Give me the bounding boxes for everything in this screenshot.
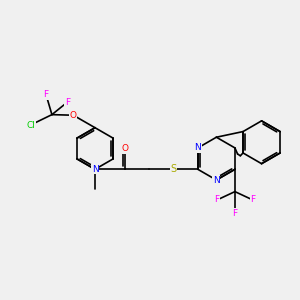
- Text: S: S: [170, 164, 176, 174]
- Text: Cl: Cl: [26, 121, 35, 130]
- Text: O: O: [70, 111, 77, 120]
- Text: N: N: [194, 143, 201, 152]
- Text: F: F: [214, 195, 220, 204]
- Text: N: N: [213, 176, 220, 184]
- Text: N: N: [92, 165, 98, 174]
- Text: F: F: [65, 98, 70, 106]
- Text: F: F: [44, 90, 49, 99]
- Text: F: F: [232, 208, 238, 217]
- Text: O: O: [121, 144, 128, 153]
- Text: F: F: [250, 195, 255, 204]
